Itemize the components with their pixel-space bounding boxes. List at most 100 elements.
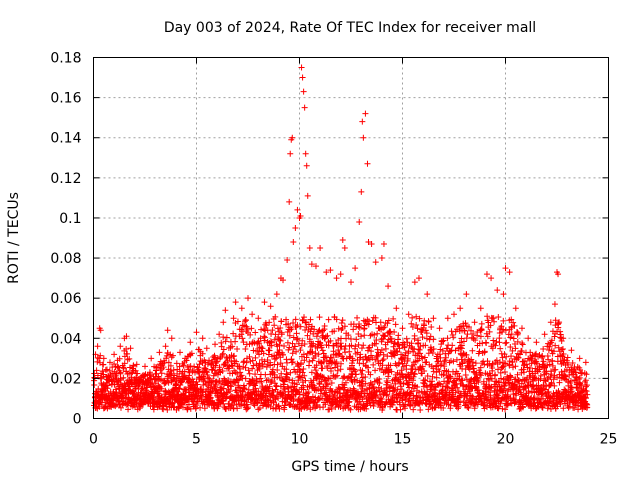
data-point [403,362,410,369]
data-point [328,379,335,386]
data-point [503,339,510,346]
data-point [229,402,236,409]
data-point [509,347,516,354]
data-point [240,382,247,389]
data-point [199,389,206,396]
tick-labels: 0 5 10 15 20 25 0 0.02 0.04 0.06 0.08 0.1 0.12 0.14 0.… [50,51,617,448]
data-point [537,372,544,379]
data-point [281,406,288,413]
data-point [454,384,461,391]
data-point [269,327,276,334]
data-point [413,313,420,320]
data-point [298,360,305,367]
data-point [547,319,554,326]
data-point [298,64,305,71]
data-point [521,357,528,364]
data-point [408,340,415,347]
data-point [133,361,140,368]
data-point [551,382,558,389]
data-point [417,350,424,357]
data-point [104,382,111,389]
data-point [300,88,307,95]
data-point [548,371,555,378]
data-point [223,405,230,412]
data-point [378,346,385,353]
data-point [421,368,428,375]
data-point [349,362,356,369]
data-point [582,359,589,366]
data-point [289,350,296,357]
data-point [217,387,224,394]
data-point [365,344,372,351]
data-point [278,331,285,338]
data-point [419,334,426,341]
data-point [212,360,219,367]
data-point [261,299,268,306]
data-point [439,383,446,390]
data-point [134,370,141,377]
data-point [388,368,395,375]
data-point [259,363,266,370]
data-point [558,337,565,344]
data-point [471,319,478,326]
data-point [508,331,515,338]
data-point [384,379,391,386]
data-point [402,401,409,408]
data-point [353,336,360,343]
data-point [512,363,519,370]
data-point [488,275,495,282]
data-point [422,359,429,366]
data-point [292,224,299,231]
data-point [392,380,399,387]
data-point [507,344,514,351]
data-point [202,378,209,385]
data-point [560,335,567,342]
data-point [312,350,319,357]
data-point [337,360,344,367]
data-point [511,400,518,407]
data-point [302,389,309,396]
data-point [483,339,490,346]
data-point [416,315,423,322]
data-point [520,366,527,373]
data-point [117,369,124,376]
data-point [518,380,525,387]
data-point [111,361,118,368]
data-point [286,376,293,383]
data-point [205,374,212,381]
data-point [177,349,184,356]
data-point [165,359,172,366]
data-point [498,323,505,330]
data-point [193,329,200,336]
data-point [97,327,104,334]
data-point [447,402,454,409]
data-point [507,334,514,341]
data-point [497,369,504,376]
data-point [299,369,306,376]
y-tick-label: 0.14 [50,131,81,147]
data-point [241,398,248,405]
data-point [236,384,243,391]
data-point [319,347,326,354]
data-point [383,377,390,384]
data-point [324,332,331,339]
data-point [304,192,311,199]
data-point [191,369,198,376]
data-point [322,401,329,408]
data-point [523,361,530,368]
data-point [348,342,355,349]
data-point [393,305,400,312]
data-point [410,385,417,392]
data-point [569,360,576,367]
data-point [232,299,239,306]
data-point [120,374,127,381]
data-point [331,328,338,335]
data-point [385,373,392,380]
data-point [349,357,356,364]
data-point [316,314,323,321]
data-point [263,363,270,370]
data-point [409,323,416,330]
data-point [348,377,355,384]
data-point [457,399,464,406]
